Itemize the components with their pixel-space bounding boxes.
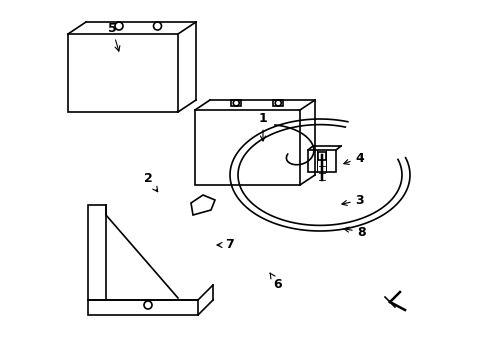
Text: 3: 3 (341, 194, 364, 207)
Text: 2: 2 (143, 171, 157, 192)
Text: 5: 5 (107, 22, 120, 51)
Bar (231, 100, 241, 106)
Text: 6: 6 (269, 273, 282, 292)
Text: 1: 1 (258, 112, 267, 141)
Text: 4: 4 (343, 152, 364, 165)
Bar (307, 150, 335, 172)
Bar (273, 100, 283, 106)
Text: 7: 7 (217, 239, 234, 252)
Bar (317, 152, 325, 160)
Text: 8: 8 (343, 225, 366, 239)
